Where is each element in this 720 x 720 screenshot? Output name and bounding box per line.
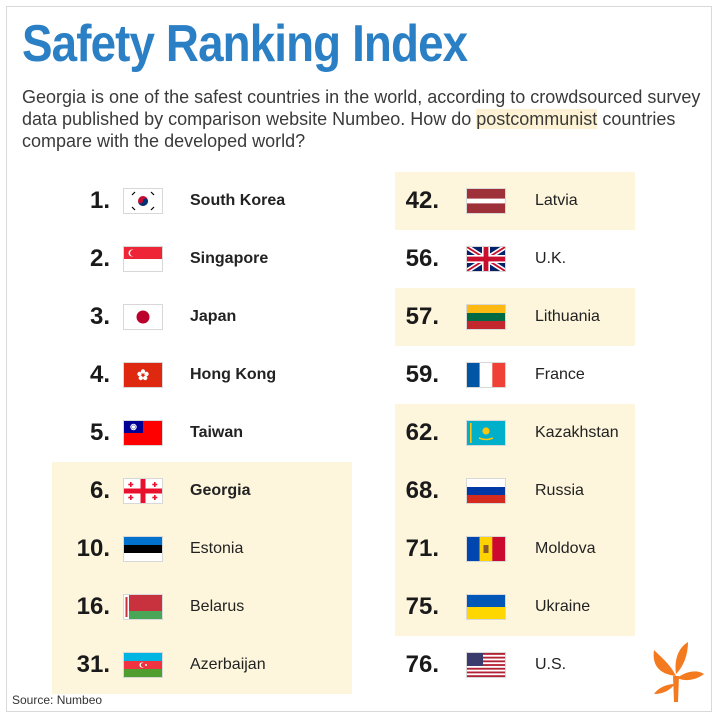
rank-number: 10. (76, 535, 110, 562)
rank-number: 16. (76, 593, 110, 620)
singapore-flag-icon (124, 247, 162, 271)
country-name: Taiwan (190, 424, 244, 441)
rferl-logo-icon (653, 642, 704, 702)
ranking-row: 62. Kazakhstan (395, 404, 635, 462)
ranking-row: 57. Lithuania (395, 288, 635, 346)
rank-number: 31. (76, 651, 110, 678)
uk-flag-icon (467, 247, 505, 271)
ranking-row: 71. Moldova (395, 520, 635, 578)
hong-kong-flag-icon (124, 363, 162, 387)
latvia-flag-icon (467, 189, 505, 213)
rank-number: 4. (89, 361, 110, 388)
page-title: Safety Ranking Index (22, 15, 468, 73)
rank-number: 76. (405, 651, 439, 678)
ranking-row: 75. Ukraine (395, 578, 635, 636)
country-name: Estonia (190, 540, 244, 557)
ranking-row: 31. Azerbaijan (52, 636, 352, 694)
azerbaijan-flag-icon (124, 653, 162, 677)
moldova-flag-icon (467, 537, 505, 561)
ranking-row: 3. Japan (52, 288, 352, 346)
taiwan-flag-icon (124, 421, 162, 445)
country-name: Japan (190, 308, 237, 325)
ranking-row: 68. Russia (395, 462, 635, 520)
country-name: Latvia (535, 192, 578, 209)
rank-number: 1. (89, 187, 110, 214)
ukraine-flag-icon (467, 595, 505, 619)
country-name: Ukraine (535, 598, 591, 615)
rank-number: 5. (89, 419, 110, 446)
country-name: U.S. (535, 656, 567, 673)
subtitle-text-start: Georgia is one of the safest countries i… (22, 87, 701, 129)
ranking-row: 6. Georgia (52, 462, 352, 520)
infographic-frame (6, 6, 712, 712)
rank-number: 3. (89, 303, 110, 330)
country-name: Moldova (535, 540, 596, 557)
country-name: Singapore (190, 250, 269, 267)
ranking-row: 59. France (395, 346, 635, 404)
kazakhstan-flag-icon (467, 421, 505, 445)
ranking-row: 42. Latvia (395, 172, 635, 230)
rank-number: 75. (405, 593, 439, 620)
rank-number: 42. (405, 187, 439, 214)
country-name: Lithuania (535, 308, 600, 325)
ranking-row: 56. U.K. (395, 230, 635, 288)
rank-number: 68. (405, 477, 439, 504)
subtitle-text-end: countries compare with the developed wor… (22, 109, 676, 151)
rank-number: 6. (89, 477, 110, 504)
left-ranking-column: 1. South Korea 2. Singapore 3. Japan 4. … (52, 172, 352, 694)
country-name: Georgia (190, 482, 251, 499)
ranking-row: 10. Estonia (52, 520, 352, 578)
france-flag-icon (467, 363, 505, 387)
rank-number: 59. (405, 361, 439, 388)
country-name: Belarus (190, 598, 245, 615)
country-name: South Korea (190, 192, 286, 209)
country-name: Hong Kong (190, 366, 277, 383)
country-name: Kazakhstan (535, 424, 619, 441)
ranking-row: 16. Belarus (52, 578, 352, 636)
estonia-flag-icon (124, 537, 162, 561)
country-name: France (535, 366, 585, 383)
ranking-row: 5. Taiwan (52, 404, 352, 462)
ranking-row: 2. Singapore (52, 230, 352, 288)
rank-number: 2. (89, 245, 110, 272)
country-name: U.K. (535, 250, 567, 267)
japan-flag-icon (124, 305, 162, 329)
ranking-row: 4. Hong Kong (52, 346, 352, 404)
south-korea-flag-icon (124, 189, 162, 213)
rank-number: 71. (405, 535, 439, 562)
lithuania-flag-icon (467, 305, 505, 329)
ranking-row: 1. South Korea (52, 172, 352, 230)
subtitle-highlight: postcommunist (476, 109, 598, 129)
source-note: Source: Numbeo (12, 693, 103, 707)
subtitle: Georgia is one of the safest countries i… (22, 86, 712, 152)
russia-flag-icon (467, 479, 505, 503)
usa-flag-icon (467, 653, 505, 677)
ranking-row: 76. U.S. (395, 636, 635, 694)
country-name: Russia (535, 482, 584, 499)
belarus-flag-icon (124, 595, 162, 619)
georgia-flag-icon (124, 479, 162, 503)
rank-number: 56. (405, 245, 439, 272)
country-name: Azerbaijan (190, 656, 266, 673)
rank-number: 62. (405, 419, 439, 446)
rank-number: 57. (405, 303, 439, 330)
right-ranking-column: 42. Latvia 56. U.K. 57. Lithuania 59. Fr… (395, 172, 635, 694)
